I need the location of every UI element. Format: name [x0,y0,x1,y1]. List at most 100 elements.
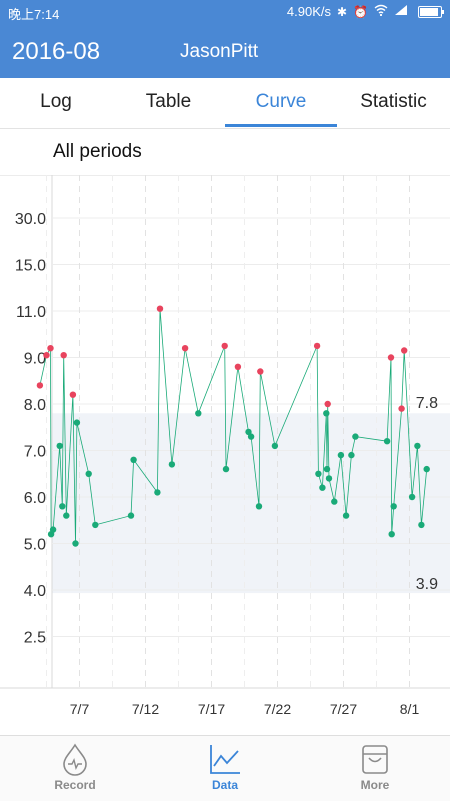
data-point[interactable] [73,419,81,426]
x-tick-label: 7/22 [264,701,291,717]
data-point[interactable] [323,465,331,473]
network-speed: 4.90K/s [286,4,331,19]
data-point[interactable] [323,410,330,417]
data-point[interactable] [49,526,57,533]
data-point-high[interactable] [47,345,54,352]
data-point[interactable] [59,503,66,510]
x-tick-label: 7/7 [70,701,90,717]
chart-icon [210,745,240,774]
x-tick-label: 7/17 [198,701,225,717]
data-point[interactable] [127,512,135,519]
nav-data[interactable]: Data [150,736,300,801]
app-bar: 2016-08 JasonPitt [0,24,450,78]
data-point[interactable] [342,512,350,519]
data-point-high[interactable] [257,368,264,375]
data-point-high[interactable] [234,363,242,370]
data-point[interactable] [168,461,176,468]
data-point[interactable] [85,470,92,477]
data-point[interactable] [348,451,355,459]
status-bar: 晚上7:14 4.90K/s ✱ ⏰ [0,0,450,24]
target-low-label: 3.9 [416,576,438,593]
data-point-high[interactable] [69,391,77,398]
data-point[interactable] [408,493,416,501]
drop-icon [63,743,87,776]
y-tick-label: 7.0 [24,444,46,461]
tab-statistic[interactable]: Statistic [360,91,427,112]
period-title[interactable]: 2016-08 [12,38,101,65]
period-filter-label: All periods [53,141,142,162]
data-point[interactable] [390,503,397,510]
y-tick-label: 4.0 [24,583,46,600]
data-point[interactable] [331,498,338,505]
nav-more-label: More [360,778,390,792]
data-point[interactable] [325,475,333,482]
data-point-high[interactable] [324,400,331,408]
tab-table[interactable]: Table [145,91,192,112]
nav-data-label: Data [211,778,238,792]
data-point[interactable] [423,465,430,473]
data-point-high[interactable] [181,345,189,352]
data-point[interactable] [315,470,322,477]
data-point-high[interactable] [313,342,321,350]
y-tick-label: 30.0 [15,211,46,228]
y-tick-label: 9.0 [24,351,46,368]
nav-record[interactable]: Record [0,736,150,801]
battery-icon [418,5,444,18]
y-tick-label: 6.0 [24,490,46,507]
data-point[interactable] [247,433,255,440]
data-point[interactable] [337,451,345,459]
data-point-high[interactable] [36,382,44,389]
data-point[interactable] [92,521,99,529]
x-tick-label: 7/27 [330,701,357,717]
tab-indicator [225,124,337,127]
y-tick-label: 15.0 [15,258,46,275]
data-point[interactable] [352,433,359,440]
alarm-icon: ⏰ [353,4,368,19]
tab-log[interactable]: Log [40,91,72,112]
signal-icon [394,4,408,19]
x-tick-label: 7/12 [132,701,159,717]
status-time: 晚上7:14 [8,7,60,22]
data-point-high[interactable] [387,354,395,361]
data-point[interactable] [418,521,425,529]
data-point[interactable] [319,484,326,491]
data-point[interactable] [63,512,70,519]
data-point[interactable] [388,531,395,538]
data-point-high[interactable] [156,305,164,312]
x-tick-label: 8/1 [400,701,420,717]
target-range-band [52,413,450,594]
data-point[interactable] [222,465,230,473]
bag-icon [362,745,388,774]
tab-curve[interactable]: Curve [255,91,307,112]
bottom-nav: Record Data More [0,735,450,801]
user-name: JasonPitt [180,41,259,62]
data-point[interactable] [271,442,279,450]
wifi-icon [374,4,388,19]
y-tick-label: 8.0 [24,397,46,414]
nav-record-label: Record [54,778,96,792]
y-tick-label: 5.0 [24,537,46,554]
data-point-high[interactable] [60,352,67,359]
data-point[interactable] [414,442,421,450]
data-point[interactable] [383,438,391,445]
target-high-label: 7.8 [416,395,438,412]
nav-more[interactable]: More [300,736,450,801]
data-point[interactable] [154,489,161,496]
glucose-curve-chart[interactable]: 2.5 4.0 5.0 6.0 7.0 8.0 9.0 11.0 15.0 30.0 7/7 7/1… [0,175,450,735]
data-point[interactable] [72,540,79,547]
data-point-high[interactable] [221,342,228,350]
status-icons: 4.90K/s ✱ ⏰ [286,4,444,19]
data-point-high[interactable] [43,352,50,359]
data-point[interactable] [195,410,202,417]
y-tick-label: 2.5 [24,630,46,647]
data-point[interactable] [245,428,252,436]
bluetooth-icon: ✱ [336,4,348,19]
data-point-high[interactable] [398,405,405,412]
tab-bar: Log Table Curve Statistic [0,78,450,129]
data-point[interactable] [56,442,63,450]
y-tick-label: 11.0 [16,304,46,321]
data-point[interactable] [255,503,263,510]
period-filter[interactable]: All periods [0,129,450,176]
data-point[interactable] [130,456,137,463]
data-point-high[interactable] [401,347,408,354]
